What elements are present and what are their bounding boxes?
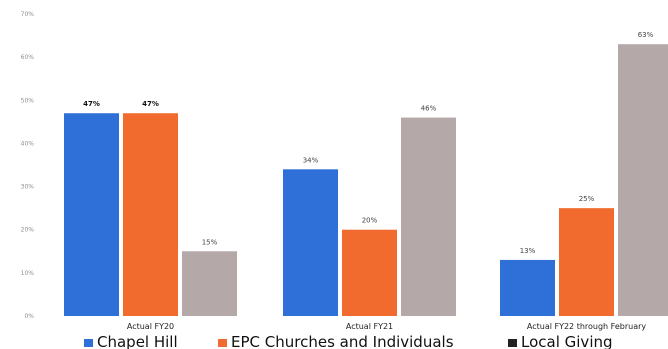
category-label: Actual FY22 through February [527,322,647,331]
bar [500,259,555,316]
legend-label: Chapel Hill [97,333,178,349]
y-tick-label: 60% [21,54,35,61]
y-tick-label: 10% [21,270,35,277]
y-tick-label: 0% [24,313,34,320]
x-axis: Actual FY20 Actual FY21 Actual FY22 throug… [127,322,647,331]
data-label: 63% [638,31,654,39]
bar [559,208,614,316]
bar [401,117,456,317]
y-tick-label: 20% [21,227,35,234]
data-label: 25% [579,195,595,203]
plot-area: 47% 34% 13% 47% 20% 25% 15% 46% 63% [64,31,668,317]
bar [342,229,397,316]
legend-swatch [508,339,517,347]
data-label: 15% [202,238,218,246]
legend-swatch [84,339,93,347]
data-label: 34% [303,156,319,164]
data-label: 47% [83,100,100,108]
y-axis: 0% 10% 20% 30% 40% 50% 60% 70% [21,11,35,320]
y-tick-label: 50% [21,97,35,104]
legend-label: Local Giving [521,333,613,349]
legend-swatch [218,339,227,347]
y-tick-label: 40% [21,140,35,147]
y-tick-label: 70% [21,11,35,18]
bar [283,169,338,316]
bar [123,113,178,316]
data-label: 13% [520,247,536,255]
data-label: 20% [362,217,378,225]
category-label: Actual FY20 [127,322,174,331]
legend: Chapel Hill EPC Churches and Individuals L… [84,333,613,349]
legend-label: EPC Churches and Individuals [231,333,454,349]
bar [182,251,237,316]
y-tick-label: 30% [21,184,35,191]
data-label: 46% [421,105,437,113]
bar [64,113,119,316]
bar [618,44,668,316]
data-label: 47% [142,100,159,108]
category-label: Actual FY21 [346,322,393,331]
